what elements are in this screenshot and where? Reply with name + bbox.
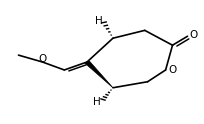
Text: O: O — [168, 65, 176, 75]
Text: H: H — [95, 16, 103, 26]
Polygon shape — [85, 61, 113, 88]
Text: O: O — [189, 30, 197, 40]
Text: H: H — [93, 97, 101, 107]
Text: O: O — [38, 54, 47, 64]
